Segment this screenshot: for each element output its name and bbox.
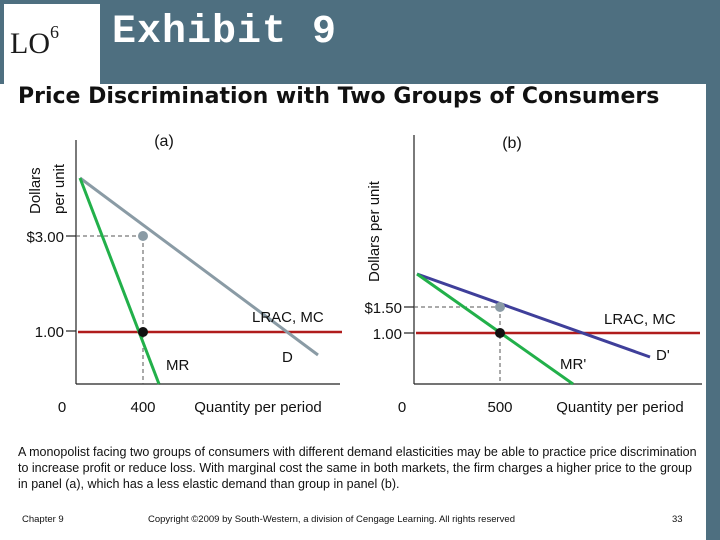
panel-a-y-axis-label-line2: per unit <box>51 163 68 214</box>
lo-text: LO <box>10 27 50 60</box>
footer-copyright: Copyright ©2009 by South-Western, a divi… <box>148 514 515 525</box>
panel-b-y-axis-label: Dollars per unit <box>366 180 383 282</box>
panel-a-quantity-tick: 400 <box>130 399 155 416</box>
panel-b-origin: 0 <box>398 399 406 416</box>
exhibit-title: Exhibit 9 <box>112 10 338 55</box>
panel-a-mr-mc-intersection <box>138 327 148 337</box>
header-bar <box>0 0 720 84</box>
panel-a-label: (a) <box>154 133 174 150</box>
panel-a-mr-label: MR <box>166 357 189 374</box>
panel-b: (b) Dollars per unit $1.50 1.00 0 500 Qu… <box>364 135 702 416</box>
price-discrimination-diagram: (a) Dollars per unit $3.00 1.00 0 400 Qu… <box>26 133 702 416</box>
panel-a-cost-label: LRAC, MC <box>252 309 324 326</box>
panel-b-mc-tick: 1.00 <box>373 326 402 343</box>
footer-page-number: 33 <box>672 514 683 525</box>
panel-b-label: (b) <box>502 135 522 152</box>
footer-chapter: Chapter 9 <box>22 514 64 525</box>
panel-a-price-tick: $3.00 <box>26 229 64 246</box>
panel-b-mr-mc-intersection <box>495 328 505 338</box>
panel-b-cost-label: LRAC, MC <box>604 311 676 328</box>
panel-a-mr-curve <box>78 177 161 385</box>
exhibit-caption: A monopolist facing two groups of consum… <box>18 445 697 491</box>
learning-objective-label: LO6 <box>10 22 59 61</box>
panel-b-x-axis-label: Quantity per period <box>556 399 684 416</box>
learning-objective-box: LO6 <box>4 4 100 90</box>
panel-a-y-axis-label-line1: Dollars <box>27 167 44 214</box>
panel-b-demand-label: D' <box>656 347 670 364</box>
panel-b-price-tick: $1.50 <box>364 300 402 317</box>
panel-b-mr-label: MR' <box>560 356 586 373</box>
panel-a-demand-label: D <box>282 349 293 366</box>
panel-b-price-point <box>495 302 505 312</box>
panel-b-quantity-tick: 500 <box>487 399 512 416</box>
lo-number: 6 <box>50 22 59 42</box>
panel-a-mc-tick: 1.00 <box>35 324 64 341</box>
panel-a-origin: 0 <box>58 399 66 416</box>
panel-a-demand-curve <box>79 176 319 357</box>
panel-a: (a) Dollars per unit $3.00 1.00 0 400 Qu… <box>26 133 342 416</box>
panel-a-x-axis-label: Quantity per period <box>194 399 322 416</box>
panel-b-mr-curve <box>416 272 574 386</box>
slide-subtitle: Price Discrimination with Two Groups of … <box>18 84 660 109</box>
right-accent-bar <box>706 84 720 540</box>
panel-b-demand-curve <box>416 272 651 359</box>
subtitle-band <box>10 84 704 112</box>
panel-a-price-point <box>138 231 148 241</box>
